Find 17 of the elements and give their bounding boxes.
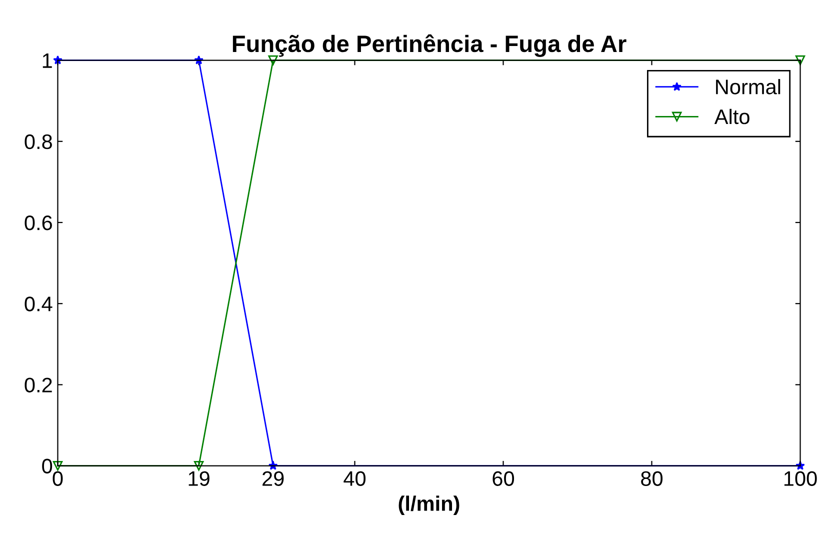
x-tick-label: 40 xyxy=(344,471,366,486)
y-tick-label: 0.8 xyxy=(24,134,52,150)
x-tick-label: 100 xyxy=(784,471,817,486)
y-tick-label: 0.2 xyxy=(24,378,52,392)
x-axis-title: (l/min) xyxy=(398,496,460,516)
y-tick-label: 1 xyxy=(42,53,52,68)
y-tick-label: 0.4 xyxy=(24,296,52,312)
legend-label: Alto xyxy=(714,108,750,124)
x-tick-label: 29 xyxy=(262,471,284,486)
legend-label: Normal xyxy=(716,79,780,94)
x-tick-label: 0 xyxy=(52,471,63,486)
x-tick-label: 19 xyxy=(188,471,210,486)
y-tick-label: 0.6 xyxy=(24,215,52,230)
chart-title: Função de Pertinência - Fuga de Ar xyxy=(232,34,626,57)
x-tick-label: 80 xyxy=(641,471,663,486)
x-tick-label: 60 xyxy=(492,471,514,486)
y-tick-label: 0 xyxy=(42,458,52,474)
